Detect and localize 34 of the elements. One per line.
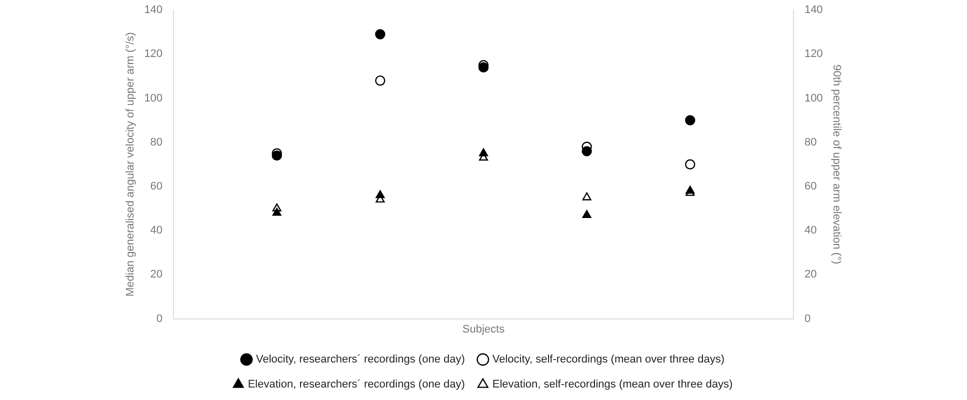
point	[685, 159, 696, 170]
y-tick-label: 100	[144, 92, 163, 104]
y-tick-label: 60	[150, 180, 163, 192]
y2-tick-label: 0	[804, 312, 811, 325]
legend-label: Elevation, researchers´ recordings (one day)	[248, 378, 465, 391]
point	[582, 146, 592, 156]
y-tick-label: 140	[144, 4, 163, 16]
y-tick-label: 0	[156, 312, 163, 325]
y-tick-label: 40	[150, 224, 163, 237]
point	[582, 192, 592, 200]
legend-label: Velocity, self-recordings (mean over three days)	[492, 354, 725, 366]
y-tick-label: 120	[144, 48, 163, 60]
y-tick-label: 80	[150, 136, 163, 148]
point	[582, 210, 592, 218]
x-axis-title: Subjects	[462, 323, 506, 336]
legend-label: Velocity, researchers´ recordings (one day)	[256, 354, 465, 366]
point	[376, 190, 385, 198]
point	[272, 150, 282, 161]
y2-tick-label: 60	[804, 180, 817, 192]
y2-tick-label: 100	[804, 92, 823, 104]
legend-label: Elevation, self-recordings (mean over three days)	[492, 378, 733, 391]
point	[479, 148, 488, 156]
y-axis-title: Median generalised angular velocity of upper arm (°/s)	[124, 32, 137, 297]
point	[272, 208, 282, 216]
y2-axis-title: 90th percentile of upper arm elevation (°)	[830, 64, 842, 264]
y2-tick-label: 120	[804, 48, 823, 60]
point	[375, 29, 386, 40]
y2-tick-label: 40	[804, 224, 817, 237]
point	[375, 75, 386, 86]
y2-tick-label: 140	[804, 4, 823, 16]
y2-tick-label: 80	[804, 136, 817, 148]
point	[685, 115, 696, 126]
y2-tick-label: 20	[804, 268, 817, 281]
y-tick-label: 20	[150, 268, 163, 281]
